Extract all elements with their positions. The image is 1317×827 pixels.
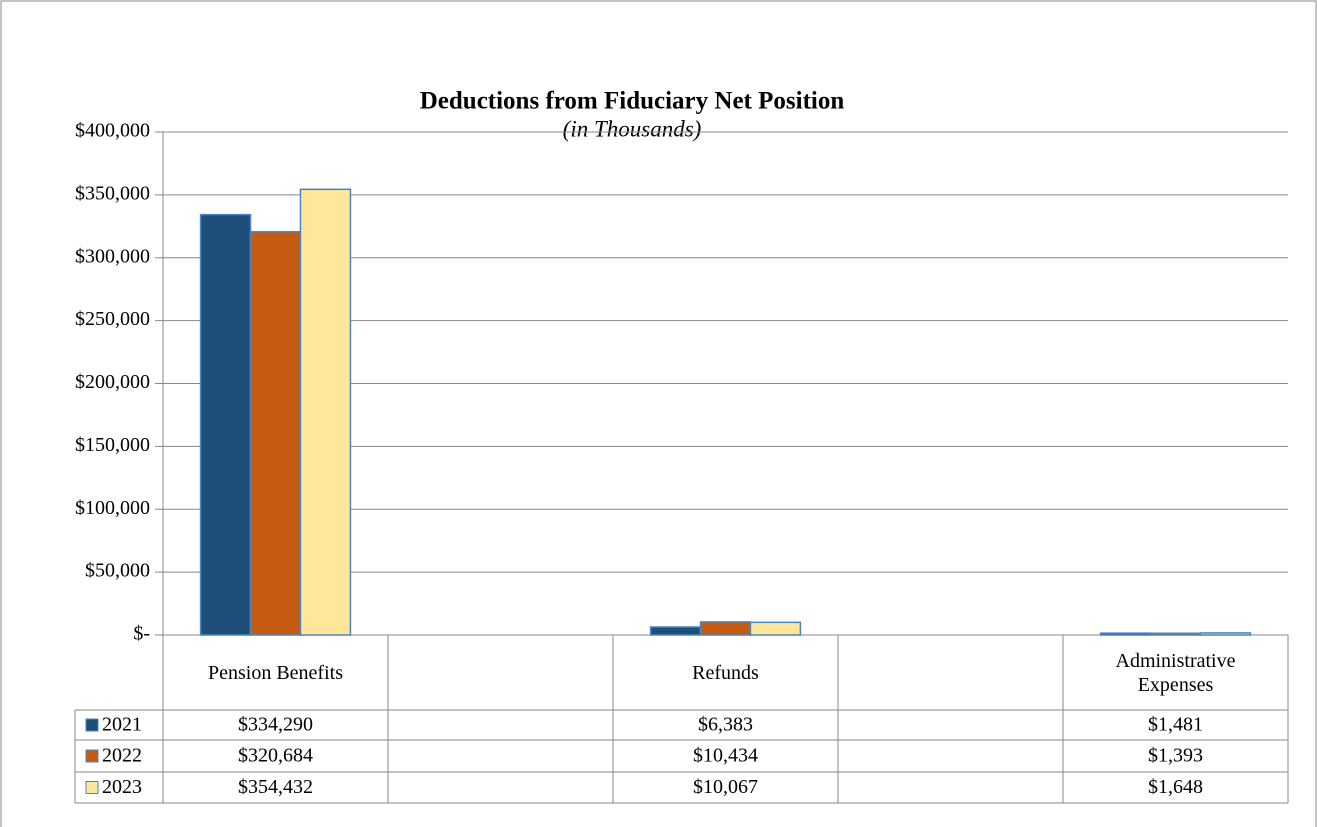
y-tick-label: $50,000 (85, 560, 150, 582)
category-label-box: Administrative Expenses (1115, 649, 1236, 696)
y-tick-label: $100,000 (75, 497, 150, 519)
category-label: Administrative Expenses (1115, 649, 1236, 696)
y-tick-label: $300,000 (75, 245, 150, 267)
data-label: $320,684 (238, 745, 313, 767)
chart-title: Deductions from Fiduciary Net Position (420, 88, 845, 115)
bar (699, 621, 752, 636)
legend-label: 2023 (102, 776, 142, 798)
bar (249, 230, 302, 636)
data-label: $6,383 (698, 714, 753, 736)
bar (299, 188, 352, 636)
y-tick-label: $250,000 (75, 308, 150, 330)
y-tick-label: $- (133, 623, 150, 645)
legend-swatch (85, 781, 99, 794)
category-label: Refunds (692, 661, 759, 684)
legend-label: 2021 (102, 714, 142, 736)
y-tick-label: $400,000 (75, 120, 150, 142)
data-label: $1,393 (1148, 745, 1203, 767)
y-tick-label: $350,000 (75, 182, 150, 204)
y-tick-label: $150,000 (75, 434, 150, 456)
legend-swatch (85, 718, 99, 732)
bar (1199, 632, 1252, 636)
data-label: $1,648 (1148, 776, 1203, 798)
bar (649, 626, 702, 636)
category-label-box: Refunds (692, 661, 759, 684)
data-label: $10,434 (693, 745, 758, 767)
y-tick-label: $200,000 (75, 371, 150, 393)
category-label: Pension Benefits (208, 661, 343, 684)
data-label: $354,432 (238, 776, 313, 798)
bar (749, 621, 802, 636)
data-label: $334,290 (238, 714, 313, 736)
legend-swatch (85, 749, 99, 763)
data-label: $10,067 (693, 776, 758, 798)
legend-label: 2022 (102, 745, 142, 767)
data-label: $1,481 (1148, 714, 1203, 736)
category-label-box: Pension Benefits (208, 661, 343, 684)
chart-subtitle: (in Thousands) (563, 116, 702, 141)
bar (199, 213, 252, 636)
